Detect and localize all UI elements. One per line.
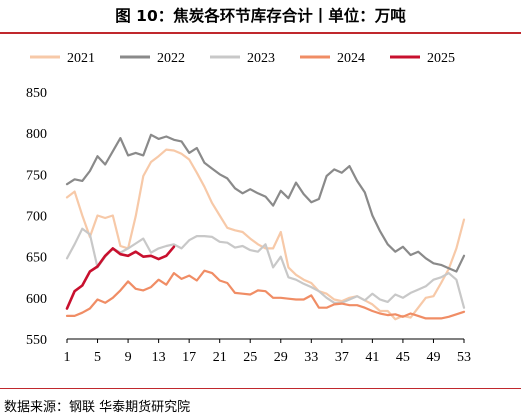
x-tick-label: 21 xyxy=(213,350,227,365)
x-tick-label: 13 xyxy=(152,350,166,365)
y-tick-label: 600 xyxy=(26,292,47,307)
x-tick-label: 41 xyxy=(365,350,379,365)
y-tick-label: 700 xyxy=(26,210,47,225)
legend-label-2025: 2025 xyxy=(427,51,455,66)
x-tick-label: 33 xyxy=(304,350,318,365)
figure-title: 图 10：焦炭各环节库存合计丨单位：万吨 xyxy=(115,7,406,25)
x-tick-label: 17 xyxy=(182,350,196,365)
series-line-2024 xyxy=(65,269,466,320)
legend-label-2022: 2022 xyxy=(157,51,185,66)
y-tick-label: 750 xyxy=(26,168,47,183)
series-line-2023 xyxy=(65,227,466,309)
x-tick-label: 45 xyxy=(396,350,410,365)
x-tick-label: 25 xyxy=(243,350,257,365)
x-tick-label: 9 xyxy=(125,350,132,365)
series-line-2022 xyxy=(65,133,466,273)
series-line-2025 xyxy=(65,245,176,310)
x-tick-label: 49 xyxy=(426,350,440,365)
legend-label-2024: 2024 xyxy=(337,51,365,66)
title-divider xyxy=(0,32,521,34)
y-tick-label: 650 xyxy=(26,251,47,266)
legend-label-2021: 2021 xyxy=(67,51,95,66)
chart-legend: 2021 2022 2023 2024 2025 xyxy=(30,51,455,66)
y-tick-label: 550 xyxy=(26,333,47,348)
x-tick-label: 1 xyxy=(64,350,71,365)
y-tick-label: 800 xyxy=(26,127,47,142)
y-tick-label: 850 xyxy=(26,86,47,101)
x-tick-label: 29 xyxy=(274,350,288,365)
source-note: 数据来源：钢联 华泰期货研究院 xyxy=(4,400,191,415)
series-layer xyxy=(65,133,466,321)
legend-label-2023: 2023 xyxy=(247,51,275,66)
source-divider xyxy=(0,388,521,389)
x-tick-label: 37 xyxy=(335,350,349,365)
chart-axes: 1 5 9 13 17 21 25 29 33 37 41 45 49 53 550 600 650 700 750… xyxy=(26,86,471,365)
x-tick-label: 53 xyxy=(457,350,471,365)
line-chart: 2021 2022 2023 2024 2025 1 5 9 13 17 21 25 29 33 37 41… xyxy=(26,51,471,365)
series-line-2021 xyxy=(65,148,466,321)
x-tick-label: 5 xyxy=(94,350,101,365)
